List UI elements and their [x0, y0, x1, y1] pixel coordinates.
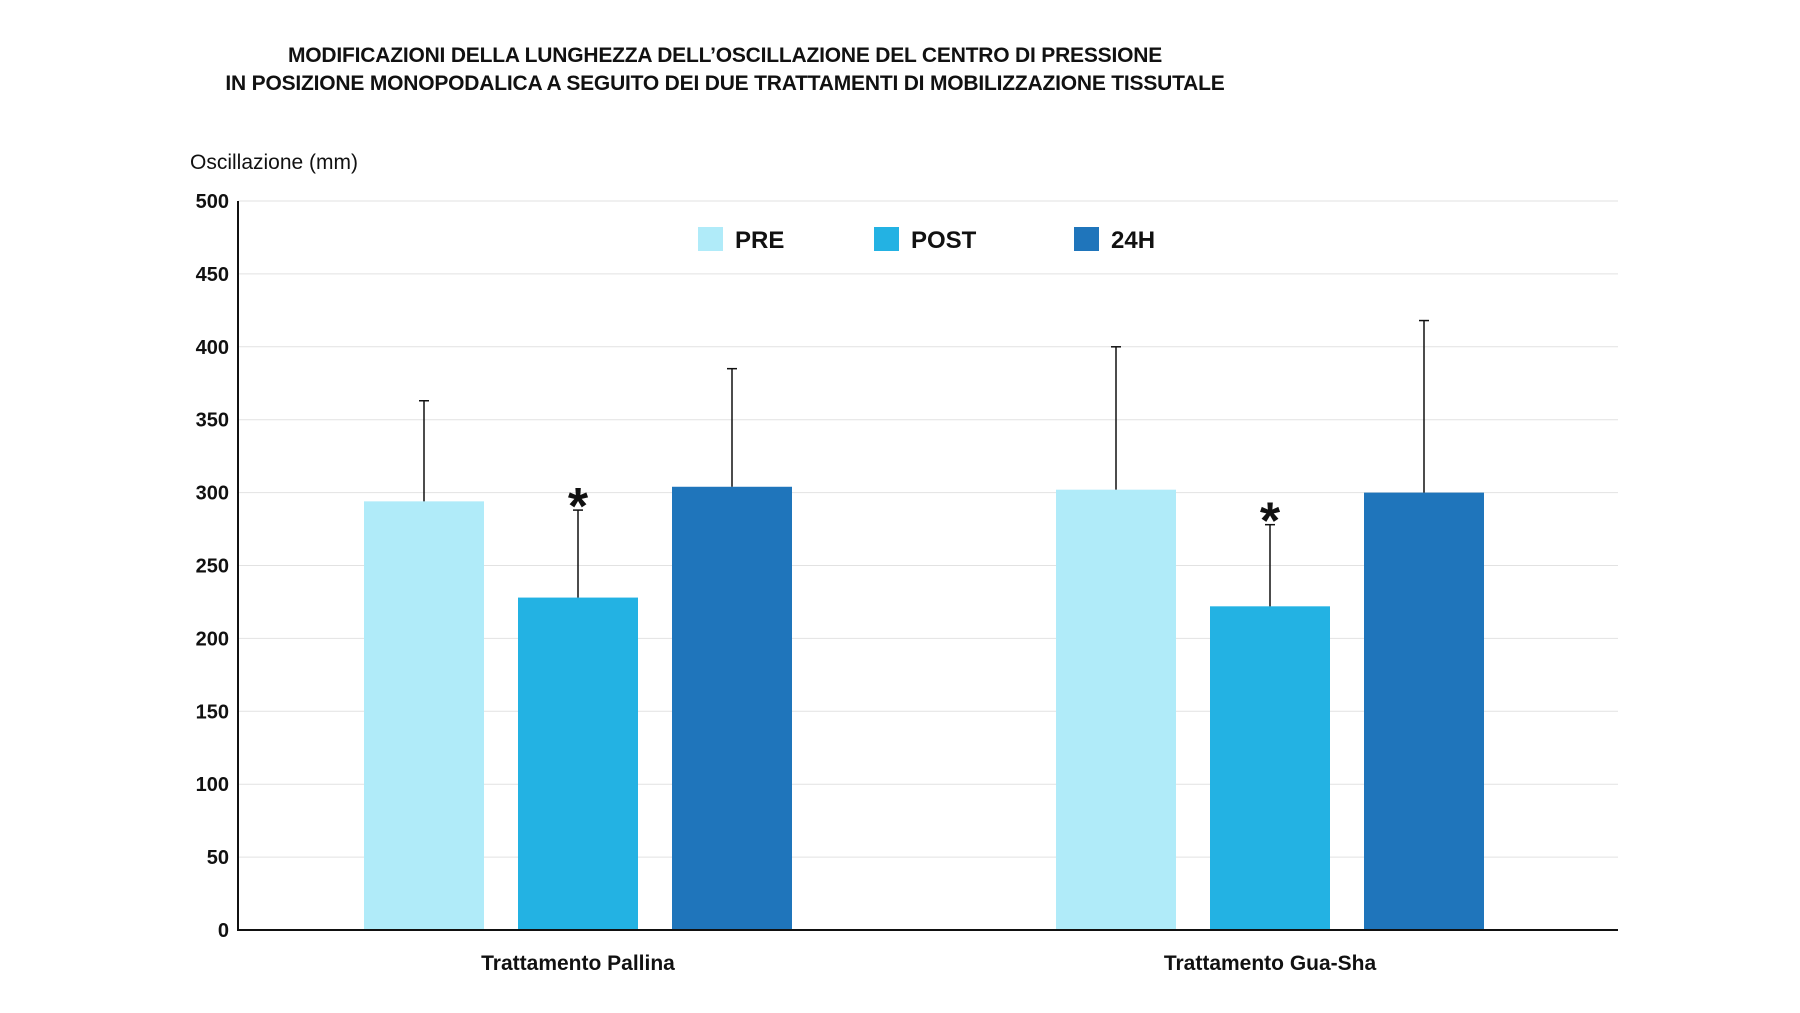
x-tick-labels: Trattamento Pallina Trattamento Gua-Sha: [481, 952, 1376, 975]
error-bars: * *: [419, 319, 1429, 607]
legend-swatch: [698, 227, 723, 251]
y-tick-label: 300: [196, 483, 229, 505]
axes: [237, 201, 1618, 931]
bars: [364, 486, 1484, 930]
y-tick-label: 450: [196, 264, 229, 286]
legend-item: POST: [874, 227, 977, 254]
bar: [1056, 489, 1176, 930]
y-tick-label: 500: [196, 191, 229, 213]
legend-item: PRE: [698, 227, 784, 254]
chart-title-line-2: IN POSIZIONE MONOPODALICA A SEGUITO DEI …: [225, 72, 1225, 95]
y-tick-label: 250: [196, 556, 229, 578]
bar: [518, 597, 638, 930]
x-tick-label: Trattamento Gua-Sha: [1164, 952, 1377, 975]
y-tick-label: 200: [196, 628, 229, 650]
legend-swatch: [1074, 227, 1099, 251]
significance-marker: *: [568, 478, 589, 536]
bar: [672, 486, 792, 930]
legend-label: POST: [911, 227, 977, 254]
y-tick-label: 100: [196, 774, 229, 796]
y-tick-label: 0: [218, 920, 229, 942]
y-tick-label: 150: [196, 701, 229, 723]
bar: [1210, 606, 1330, 930]
y-tick-label: 50: [207, 847, 229, 869]
y-axis-label: Oscillazione (mm): [190, 151, 358, 174]
y-tick-label: 350: [196, 410, 229, 432]
significance-marker: *: [1260, 493, 1281, 551]
chart-title-line-1: MODIFICAZIONI DELLA LUNGHEZZA DELL’OSCIL…: [287, 44, 1163, 67]
y-tick-label: 400: [196, 337, 229, 359]
y-tick-labels: 0 50 100 150 200 250 300 350 400 450 500: [196, 191, 229, 942]
bar: [364, 501, 484, 930]
legend-item: 24H: [1074, 227, 1155, 254]
legend: PRE POST 24H: [698, 227, 1155, 254]
bar: [1364, 492, 1484, 930]
legend-label: PRE: [735, 227, 784, 254]
legend-swatch: [874, 227, 899, 251]
legend-label: 24H: [1111, 227, 1155, 254]
x-tick-label: Trattamento Pallina: [481, 952, 675, 975]
